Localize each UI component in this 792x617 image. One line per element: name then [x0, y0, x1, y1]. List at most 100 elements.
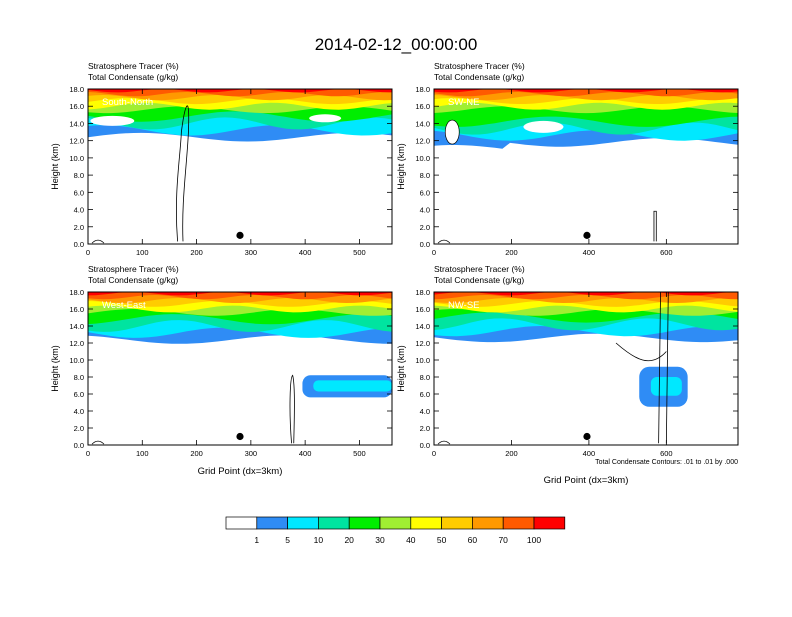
panel-title-condensate: Total Condensate (g/kg) — [434, 72, 524, 82]
x-tick-label: 600 — [660, 449, 673, 458]
condensate-contour — [289, 374, 295, 444]
colorbar-label: 70 — [498, 535, 508, 545]
panel-title-tracer: Stratosphere Tracer (%) — [434, 61, 525, 71]
x-tick-label: 500 — [353, 449, 366, 458]
figure-title: 2014-02-12_00:00:00 — [315, 35, 478, 54]
y-tick-label: 4.0 — [74, 206, 84, 215]
y-tick-label: 8.0 — [74, 373, 84, 382]
panel-4: Stratosphere Tracer (%)Total Condensate … — [396, 264, 739, 486]
y-tick-label: 2.0 — [420, 424, 430, 433]
panel-1: Stratosphere Tracer (%)Total Condensate … — [50, 61, 393, 257]
y-tick-label: 10.0 — [69, 154, 84, 163]
x-axis-label: Grid Point (dx=3km) — [544, 475, 629, 486]
x-tick-label: 100 — [136, 248, 149, 257]
y-tick-label: 4.0 — [420, 407, 430, 416]
x-tick-label: 200 — [190, 449, 203, 458]
condensate-contour — [437, 440, 451, 445]
y-tick-label: 16.0 — [415, 305, 430, 314]
y-tick-label: 10.0 — [69, 356, 84, 365]
x-tick-label: 0 — [432, 449, 436, 458]
location-marker — [583, 231, 591, 239]
colorbar-label: 1 — [254, 535, 259, 545]
tracer-midlayer — [650, 377, 682, 396]
colorbar-label: 50 — [437, 535, 447, 545]
location-marker — [236, 432, 244, 441]
plot-area: South-North — [88, 89, 392, 244]
y-tick-label: 8.0 — [420, 171, 430, 180]
panel-title-tracer: Stratosphere Tracer (%) — [434, 264, 525, 274]
condensate-contour — [176, 105, 190, 242]
x-axis-label: Grid Point (dx=3km) — [198, 466, 283, 477]
y-tick-label: 6.0 — [420, 390, 430, 399]
x-tick-label: 500 — [353, 248, 366, 257]
condensate-contour — [91, 440, 105, 445]
tracer-hole — [90, 115, 135, 126]
y-tick-label: 8.0 — [74, 171, 84, 180]
y-tick-label: 4.0 — [74, 407, 84, 416]
x-tick-label: 400 — [299, 449, 312, 458]
panel-title-tracer: Stratosphere Tracer (%) — [88, 61, 179, 71]
y-tick-label: 2.0 — [420, 223, 430, 232]
condensate-contour — [653, 210, 657, 242]
panel-title-condensate: Total Condensate (g/kg) — [434, 275, 524, 285]
y-tick-label: 16.0 — [415, 102, 430, 111]
panel-title-condensate: Total Condensate (g/kg) — [88, 275, 178, 285]
colorbar-swatch — [441, 516, 473, 530]
tracer-band-10 — [88, 292, 392, 296]
plot-area: NW-SE — [434, 292, 738, 445]
tracer-band-10 — [434, 292, 738, 296]
colorbar-label: 10 — [314, 535, 324, 545]
y-tick-label: 18.0 — [69, 288, 84, 297]
y-tick-label: 12.0 — [415, 339, 430, 348]
tracer-midlayer — [313, 380, 392, 392]
plot-frame — [87, 88, 393, 245]
tracer-band-10 — [434, 89, 738, 93]
y-tick-label: 6.0 — [74, 390, 84, 399]
x-tick-label: 200 — [505, 449, 518, 458]
colorbar-label: 40 — [406, 535, 416, 545]
condensate-contour — [91, 239, 105, 244]
plot-area: West-East — [88, 292, 392, 445]
panel-title-tracer: Stratosphere Tracer (%) — [88, 264, 179, 274]
colorbar-label: 20 — [344, 535, 354, 545]
colorbar-label: 100 — [527, 535, 541, 545]
tracer-hole — [309, 114, 342, 123]
y-tick-label: 12.0 — [69, 137, 84, 146]
panel-title-condensate: Total Condensate (g/kg) — [88, 72, 178, 82]
panel-label: SW-NE — [448, 97, 480, 108]
y-tick-label: 14.0 — [69, 322, 84, 331]
colorbar-swatch — [533, 516, 566, 530]
y-tick-label: 10.0 — [415, 154, 430, 163]
tracer-hole — [523, 120, 564, 133]
colorbar-label: 5 — [285, 535, 290, 545]
y-tick-label: 4.0 — [420, 206, 430, 215]
panels: Stratosphere Tracer (%)Total Condensate … — [50, 61, 739, 486]
x-tick-label: 200 — [505, 248, 518, 257]
colorbar-label: 60 — [468, 535, 478, 545]
x-tick-label: 300 — [245, 449, 258, 458]
plot-frame — [87, 291, 393, 446]
colorbar-swatch — [318, 516, 350, 530]
y-tick-label: 16.0 — [69, 305, 84, 314]
y-tick-label: 8.0 — [420, 373, 430, 382]
y-tick-label: 18.0 — [415, 85, 430, 94]
colorbar-label: 30 — [375, 535, 385, 545]
colorbar-swatch — [472, 516, 504, 530]
y-tick-label: 2.0 — [74, 424, 84, 433]
y-tick-label: 14.0 — [69, 119, 84, 128]
y-tick-label: 0.0 — [74, 240, 84, 249]
colorbar-swatch — [225, 516, 258, 530]
y-axis-label: Height (km) — [396, 143, 406, 190]
colorbar-swatch — [410, 516, 442, 530]
condensate-contour — [615, 292, 669, 444]
y-axis-label: Height (km) — [396, 345, 406, 392]
location-marker — [583, 432, 591, 441]
panel-label: NW-SE — [448, 300, 480, 311]
condensate-contour — [444, 119, 460, 145]
tracer-band-10 — [88, 89, 392, 93]
colorbar-swatch — [502, 516, 535, 530]
colorbar-swatch — [348, 516, 381, 530]
condensate-contour — [437, 239, 451, 244]
y-tick-label: 16.0 — [69, 102, 84, 111]
panel-2: Stratosphere Tracer (%)Total Condensate … — [396, 61, 739, 257]
